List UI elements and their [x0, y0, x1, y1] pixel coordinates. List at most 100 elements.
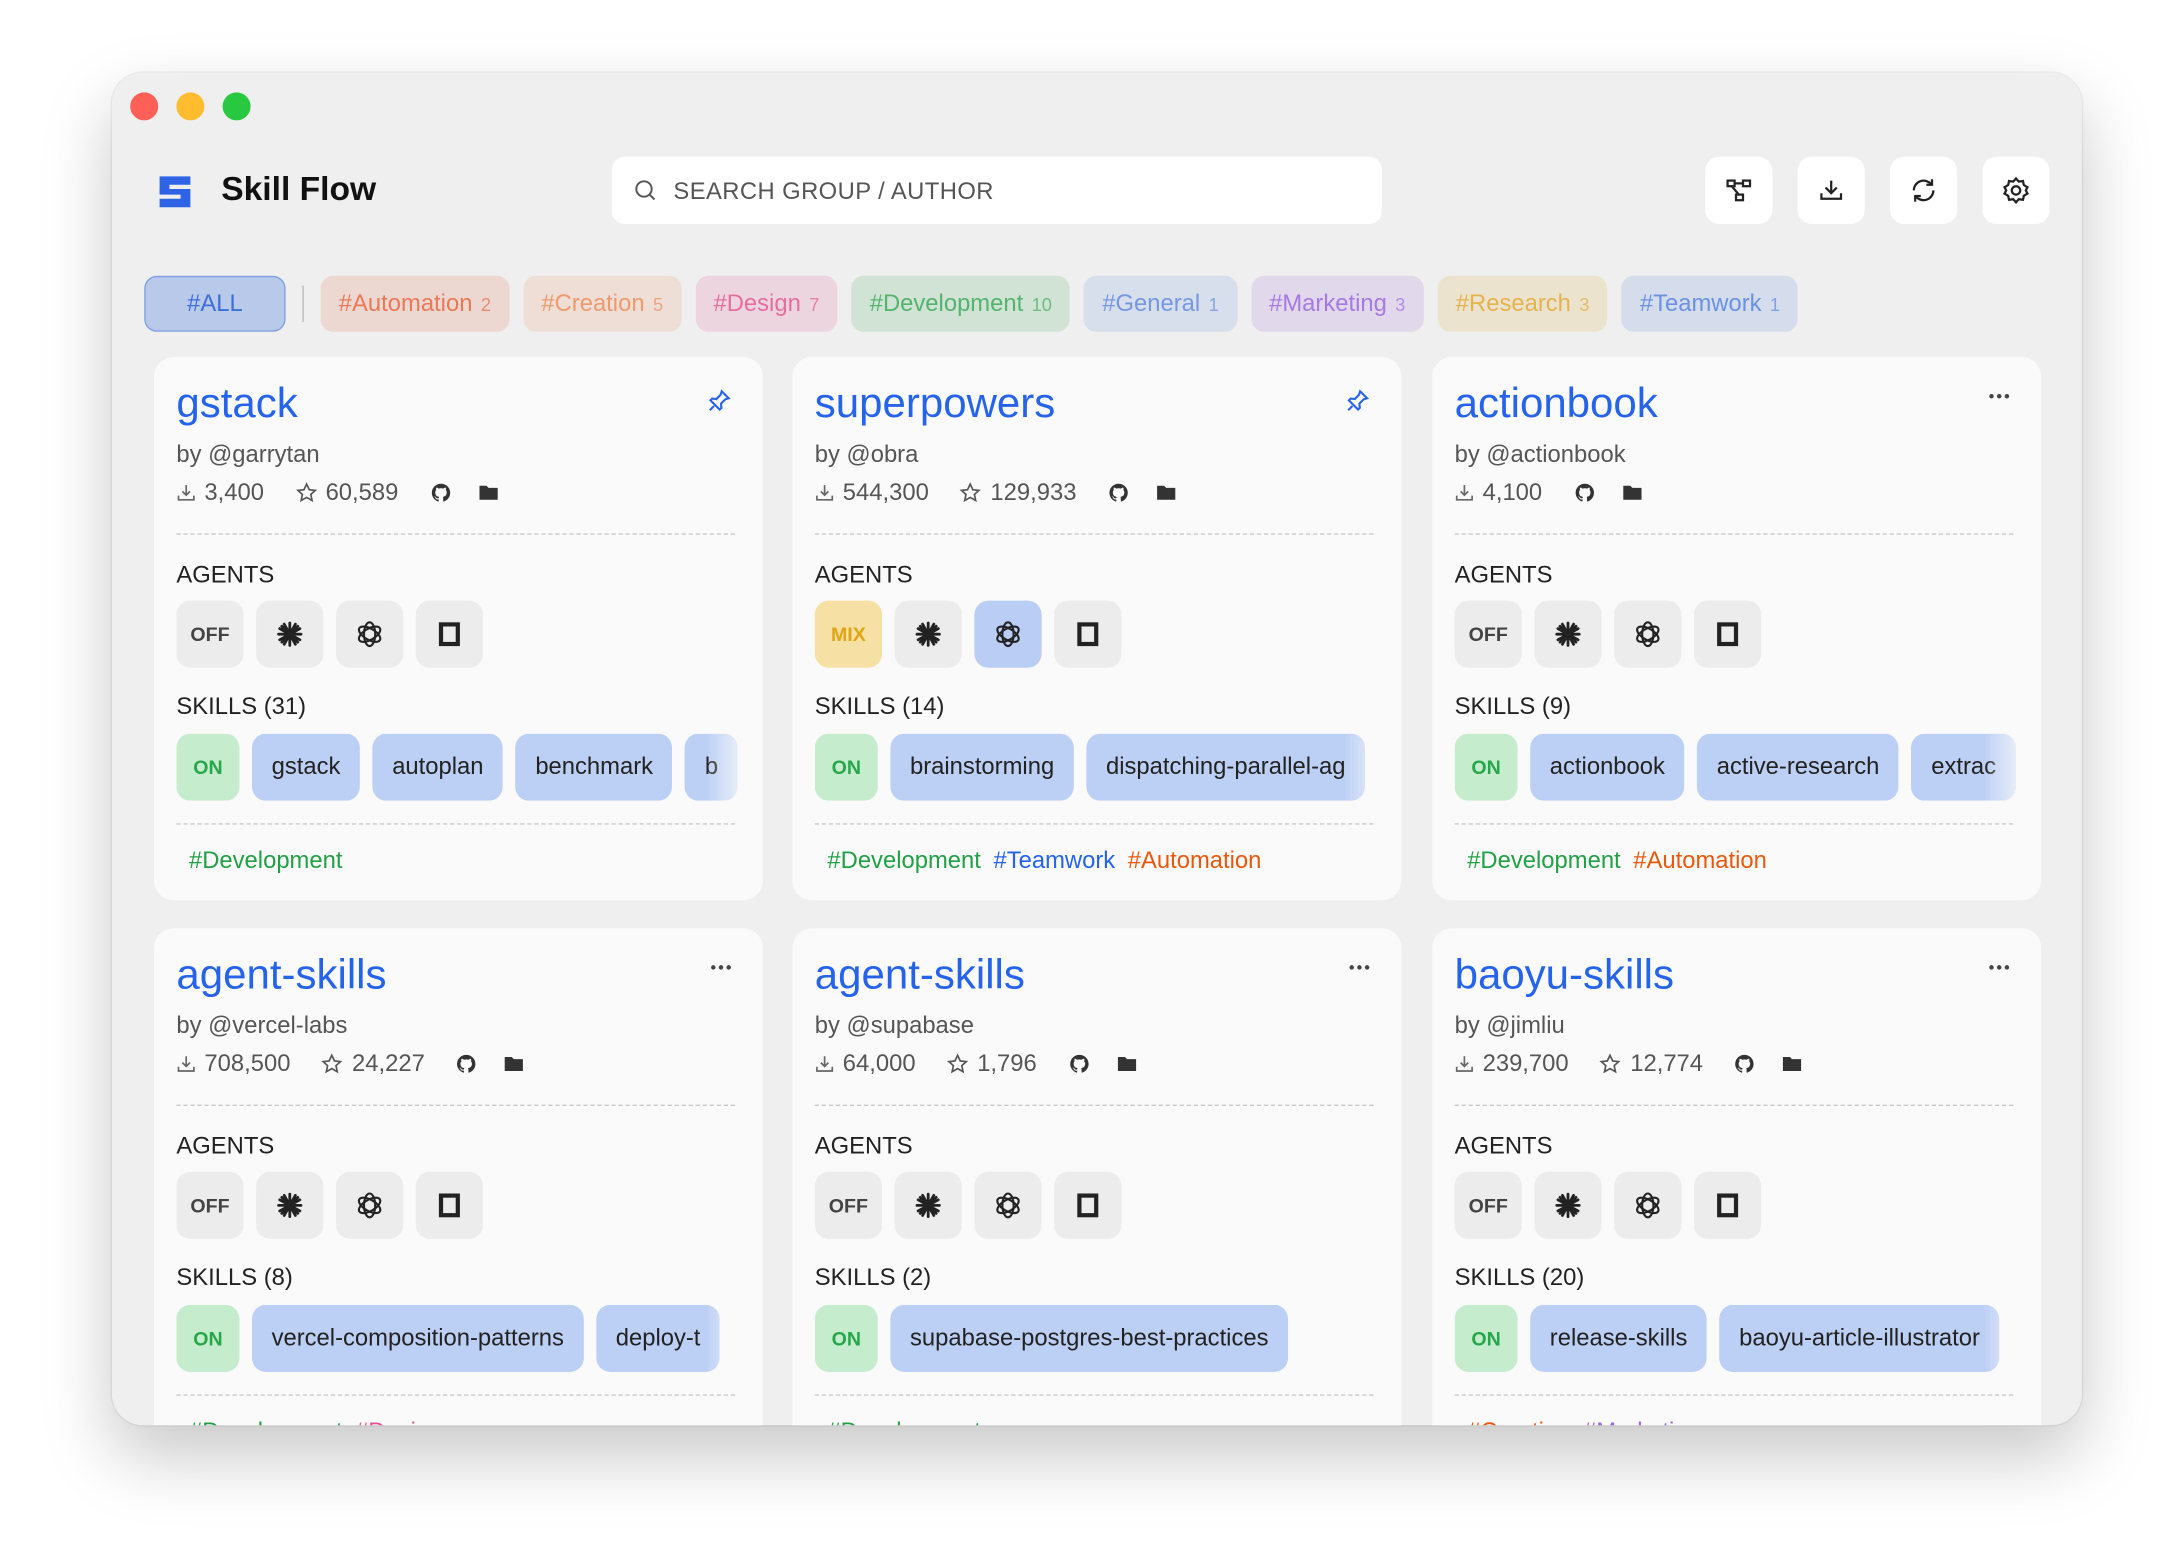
repo-tag[interactable]: #Development — [1467, 847, 1621, 874]
repo-name[interactable]: superpowers — [814, 380, 1056, 427]
repo-tag[interactable]: #Marketing — [1583, 1418, 1701, 1425]
skill-chip[interactable]: active-research — [1697, 733, 1900, 801]
menu-button[interactable] — [710, 963, 732, 971]
agent-mode-toggle[interactable]: OFF — [1454, 600, 1522, 668]
repo-tag[interactable]: #Design — [355, 1418, 442, 1425]
cursor-agent-toggle[interactable] — [1694, 1171, 1762, 1239]
folder-link[interactable] — [1621, 482, 1643, 504]
cursor-agent-toggle[interactable] — [1054, 600, 1122, 668]
openai-agent-toggle[interactable] — [336, 1171, 404, 1239]
pin-button[interactable] — [1345, 388, 1370, 413]
close-button[interactable] — [130, 92, 159, 121]
repo-tag[interactable]: #Automation — [1127, 847, 1262, 874]
menu-button[interactable] — [1348, 963, 1370, 971]
agent-mode-toggle[interactable]: OFF — [1454, 1171, 1522, 1239]
tag-filter[interactable]: #Teamwork 1 — [1621, 275, 1799, 332]
skill-chip[interactable]: b — [685, 733, 738, 801]
tag-filter[interactable]: #Automation 2 — [320, 275, 510, 332]
skills-toggle[interactable]: ON — [176, 733, 240, 801]
skill-chip[interactable]: deploy-t — [596, 1304, 721, 1372]
cursor-agent-toggle[interactable] — [1694, 600, 1762, 668]
download-button[interactable] — [1797, 156, 1865, 224]
skill-chip[interactable]: vercel-composition-patterns — [252, 1304, 584, 1372]
skill-chip[interactable]: gstack — [252, 733, 360, 801]
skills-toggle[interactable]: ON — [176, 1304, 240, 1372]
claude-agent-toggle[interactable] — [1534, 600, 1602, 668]
claude-agent-toggle[interactable] — [256, 1171, 324, 1239]
repo-name[interactable]: agent-skills — [814, 952, 1025, 999]
zoom-button[interactable] — [222, 92, 251, 121]
skills-toggle[interactable]: ON — [1454, 733, 1518, 801]
refresh-button[interactable] — [1890, 156, 1958, 224]
skill-chip[interactable]: benchmark — [515, 733, 673, 801]
agent-mode-toggle[interactable]: MIX — [814, 600, 882, 668]
repo-author: by @supabase — [814, 1012, 974, 1039]
repo-tag[interactable]: #Development — [827, 1418, 980, 1425]
tag-filter[interactable]: #Research 3 — [1437, 275, 1608, 332]
cursor-agent-toggle[interactable] — [1054, 1171, 1122, 1239]
minimize-button[interactable] — [176, 92, 205, 121]
download-count: 544,300 — [842, 478, 929, 506]
menu-button[interactable] — [1988, 392, 2010, 400]
skills-toggle[interactable]: ON — [814, 1304, 878, 1372]
menu-button[interactable] — [1988, 963, 2010, 971]
cursor-agent-toggle[interactable] — [415, 600, 483, 668]
repo-tag[interactable]: #Teamwork — [993, 847, 1116, 874]
skills-toggle[interactable]: ON — [814, 733, 878, 801]
repo-tag[interactable]: #Development — [189, 1418, 342, 1425]
tag-filter[interactable]: #General 1 — [1084, 275, 1237, 332]
tag-filter[interactable]: #Development 10 — [851, 275, 1071, 332]
repo-tag[interactable]: #Development — [827, 847, 981, 874]
repo-tag[interactable]: #Automation — [1633, 847, 1767, 874]
tag-filter[interactable]: #Marketing 3 — [1250, 275, 1424, 332]
agents-row: OFF — [176, 600, 483, 668]
openai-agent-toggle[interactable] — [974, 1171, 1042, 1239]
claude-agent-toggle[interactable] — [894, 1171, 962, 1239]
github-link[interactable] — [1107, 482, 1129, 504]
github-link[interactable] — [456, 1053, 478, 1075]
repo-tag[interactable]: #Creation — [1467, 1418, 1570, 1425]
openai-agent-toggle[interactable] — [1614, 1171, 1682, 1239]
divider — [1454, 823, 2014, 825]
skill-chip[interactable]: autoplan — [372, 733, 504, 801]
folder-link[interactable] — [1115, 1053, 1137, 1075]
github-link[interactable] — [429, 482, 451, 504]
search-box[interactable]: SEARCH GROUP / AUTHOR — [611, 156, 1382, 224]
settings-button[interactable] — [1982, 156, 2050, 224]
repo-name[interactable]: baoyu-skills — [1454, 952, 1675, 999]
agent-mode-toggle[interactable]: OFF — [814, 1171, 882, 1239]
folder-link[interactable] — [477, 482, 499, 504]
repo-tag[interactable]: #Development — [189, 847, 343, 874]
repo-name[interactable]: gstack — [176, 380, 298, 427]
cursor-agent-toggle[interactable] — [415, 1171, 483, 1239]
skill-chip[interactable]: release-skills — [1530, 1304, 1707, 1372]
github-link[interactable] — [1068, 1053, 1090, 1075]
openai-agent-toggle[interactable] — [336, 600, 404, 668]
tag-filter[interactable]: #ALL — [144, 275, 286, 332]
skill-chip[interactable]: dispatching-parallel-ag — [1086, 733, 1366, 801]
github-link[interactable] — [1573, 482, 1595, 504]
tag-filter[interactable]: #Creation 5 — [523, 275, 682, 332]
repo-name[interactable]: actionbook — [1454, 380, 1658, 427]
skill-chip[interactable]: extrac — [1911, 733, 2016, 801]
skill-chip[interactable]: actionbook — [1530, 733, 1685, 801]
folder-link[interactable] — [1155, 482, 1177, 504]
claude-agent-toggle[interactable] — [894, 600, 962, 668]
pin-button[interactable] — [707, 388, 732, 413]
skill-chip[interactable]: supabase-postgres-best-practices — [890, 1304, 1289, 1372]
github-link[interactable] — [1734, 1053, 1756, 1075]
openai-agent-toggle[interactable] — [1614, 600, 1682, 668]
graph-button[interactable] — [1705, 156, 1773, 224]
claude-agent-toggle[interactable] — [256, 600, 324, 668]
tag-filter[interactable]: #Design 7 — [695, 275, 838, 332]
folder-link[interactable] — [503, 1053, 525, 1075]
openai-agent-toggle[interactable] — [974, 600, 1042, 668]
claude-agent-toggle[interactable] — [1534, 1171, 1602, 1239]
skills-toggle[interactable]: ON — [1454, 1304, 1518, 1372]
agent-mode-toggle[interactable]: OFF — [176, 600, 244, 668]
skill-chip[interactable]: brainstorming — [890, 733, 1074, 801]
repo-name[interactable]: agent-skills — [176, 952, 387, 999]
skill-chip[interactable]: baoyu-article-illustrator — [1719, 1304, 2000, 1372]
folder-link[interactable] — [1781, 1053, 1803, 1075]
agent-mode-toggle[interactable]: OFF — [176, 1171, 244, 1239]
